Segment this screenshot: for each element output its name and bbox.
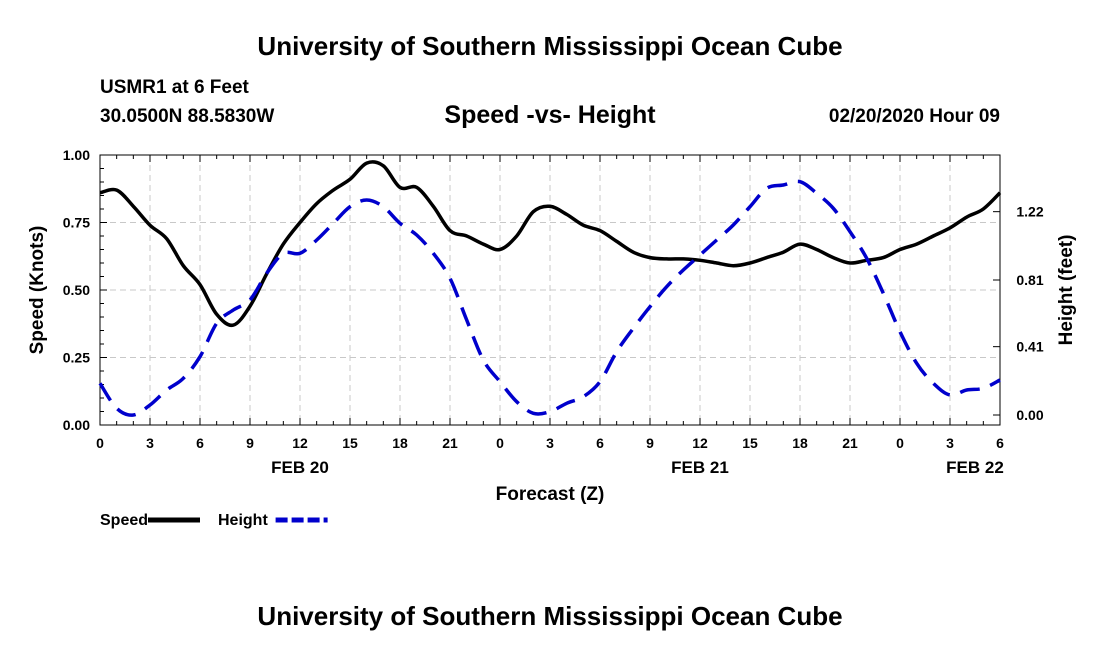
x-tick-label: 15	[742, 435, 758, 451]
x-tick-label: 3	[546, 435, 554, 451]
x-tick-label: 21	[842, 435, 858, 451]
x-tick-label: 18	[392, 435, 408, 451]
x-tick-label: 0	[96, 435, 104, 451]
y-left-tick-label: 0.25	[63, 350, 90, 366]
grid-lines	[100, 155, 1000, 425]
y-axis-title-left: Speed (Knots)	[27, 226, 48, 355]
y-left-tick-label: 1.00	[63, 147, 90, 163]
legend-label-speed: Speed	[100, 512, 148, 529]
y-right-tick-label: 0.81	[1016, 272, 1043, 288]
x-tick-label: 18	[792, 435, 808, 451]
chart-title-bottom: University of Southern Mississippi Ocean…	[257, 601, 843, 631]
x-tick-label: 0	[496, 435, 504, 451]
legend-label-height: Height	[218, 512, 268, 529]
x-tick-label: 3	[146, 435, 154, 451]
coordinates-label: 30.0500N 88.5830W	[100, 106, 275, 127]
x-tick-label: 12	[692, 435, 708, 451]
axis-labels: 0 3 6 9 12 15 18 21 0 3 6 9 12 15 18 21 0 3 6 FEB 20 FEB 21 F…	[27, 147, 1077, 505]
chart-title-top: University of Southern Mississippi Ocean…	[257, 31, 843, 61]
chart-subtitle: Speed -vs- Height	[444, 101, 656, 129]
x-tick-label: 6	[596, 435, 604, 451]
y-left-tick-label: 0.75	[63, 215, 90, 231]
x-tick-label: 9	[246, 435, 254, 451]
x-tick-label: 9	[646, 435, 654, 451]
date-label: FEB 22	[946, 458, 1004, 477]
date-label: FEB 21	[671, 458, 729, 477]
series-line-height	[98, 179, 1001, 417]
x-tick-label: 0	[896, 435, 904, 451]
x-tick-label: 15	[342, 435, 358, 451]
y-left-tick-label: 0.50	[63, 282, 90, 298]
series-lines	[98, 160, 1002, 417]
x-tick-label: 3	[946, 435, 954, 451]
legend: Speed Height	[100, 512, 328, 529]
y-left-tick-label: 0.00	[63, 417, 90, 433]
series-line-speed	[99, 160, 1002, 328]
x-tick-label: 6	[996, 435, 1004, 451]
axes	[99, 154, 1001, 426]
x-axis-title: Forecast (Z)	[496, 484, 605, 505]
y-axis-title-right: Height (feet)	[1056, 235, 1077, 346]
forecast-datetime: 02/20/2020 Hour 09	[828, 106, 1000, 127]
station-label: USMR1 at 6 Feet	[100, 77, 249, 98]
y-right-tick-label: 1.22	[1016, 204, 1043, 220]
y-right-tick-label: 0.41	[1016, 339, 1043, 355]
x-tick-label: 12	[292, 435, 308, 451]
date-label: FEB 20	[271, 458, 329, 477]
x-tick-label: 21	[442, 435, 458, 451]
x-tick-label: 6	[196, 435, 204, 451]
y-right-tick-label: 0.00	[1016, 407, 1043, 423]
